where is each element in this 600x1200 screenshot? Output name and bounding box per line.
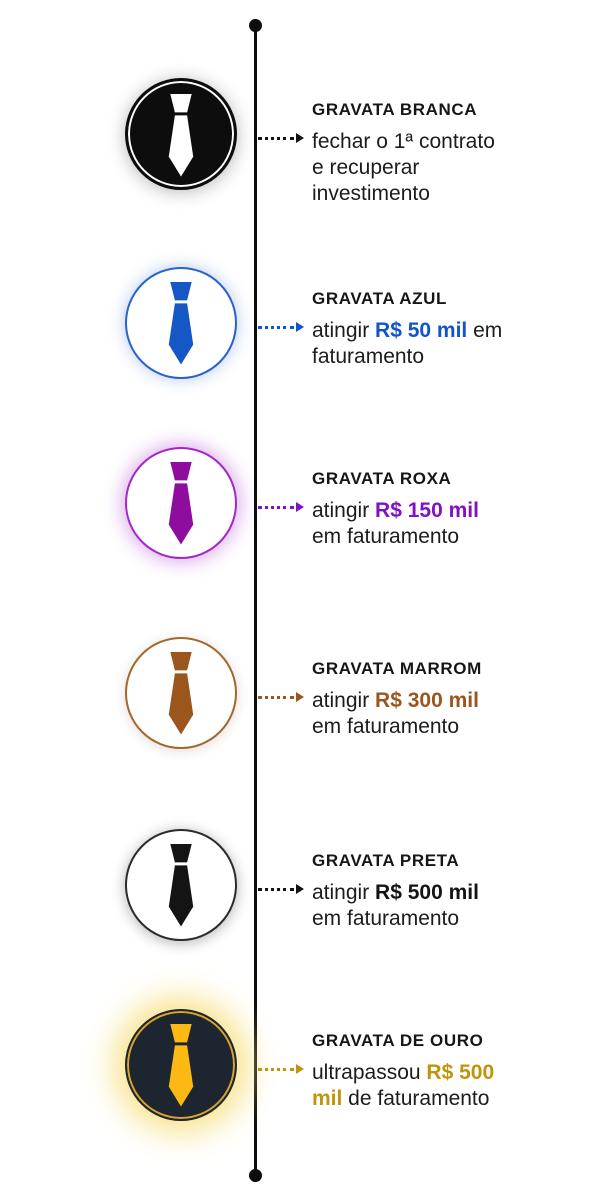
tie-badge <box>125 267 237 379</box>
timeline-item-gravata-roxa: GRAVATA ROXA atingir R$ 150 mil em fatur… <box>0 447 600 597</box>
tie-badge <box>125 447 237 559</box>
arrow-head-icon <box>296 322 304 332</box>
arrow-head-icon <box>296 1064 304 1074</box>
item-text-block: GRAVATA ROXA atingir R$ 150 mil em fatur… <box>312 469 568 550</box>
timeline-item-gravata-marrom: GRAVATA MARROM atingir R$ 300 mil em fat… <box>0 637 600 787</box>
timeline-end-dot <box>249 1169 262 1182</box>
item-description: ultrapassou R$ 500 mil de faturamento <box>312 1061 495 1110</box>
tie-icon <box>168 462 194 545</box>
item-text-block: GRAVATA PRETA atingir R$ 500 mil em fatu… <box>312 851 568 932</box>
arrow-head-icon <box>296 692 304 702</box>
item-description: atingir R$ 300 mil em faturamento <box>312 689 479 738</box>
item-description: atingir R$ 50 mil em faturamento <box>312 319 503 368</box>
item-text-block: GRAVATA DE OURO ultrapassou R$ 500 mil d… <box>312 1031 568 1112</box>
dotted-arrow <box>258 132 304 144</box>
item-title: GRAVATA DE OURO <box>312 1031 484 1050</box>
dotted-arrow <box>258 321 304 333</box>
item-description: fechar o 1ª contrato e recuperar investi… <box>312 130 495 205</box>
arrow-head-icon <box>296 133 304 143</box>
timeline-item-gravata-preta: GRAVATA PRETA atingir R$ 500 mil em fatu… <box>0 829 600 979</box>
item-text-block: GRAVATA AZUL atingir R$ 50 mil em fatura… <box>312 289 568 370</box>
dotted-arrow <box>258 883 304 895</box>
item-text-block: GRAVATA MARROM atingir R$ 300 mil em fat… <box>312 659 568 740</box>
arrow-dotted-line <box>258 325 294 329</box>
item-title: GRAVATA MARROM <box>312 659 482 678</box>
tie-icon <box>168 1024 194 1107</box>
arrow-dotted-line <box>258 505 294 509</box>
item-title: GRAVATA AZUL <box>312 289 447 308</box>
tie-badge <box>125 637 237 749</box>
arrow-dotted-line <box>258 695 294 699</box>
timeline-item-gravata-branca: GRAVATA BRANCA fechar o 1ª contrato e re… <box>0 78 600 228</box>
tie-badge <box>125 1009 237 1121</box>
arrow-dotted-line <box>258 887 294 891</box>
dotted-arrow <box>258 691 304 703</box>
arrow-head-icon <box>296 502 304 512</box>
item-title: GRAVATA ROXA <box>312 469 452 488</box>
item-text-block: GRAVATA BRANCA fechar o 1ª contrato e re… <box>312 100 568 207</box>
item-description: atingir R$ 500 mil em faturamento <box>312 881 479 930</box>
tie-icon <box>168 652 194 735</box>
arrow-head-icon <box>296 884 304 894</box>
dotted-arrow <box>258 501 304 513</box>
arrow-dotted-line <box>258 1067 294 1071</box>
tie-badge <box>125 829 237 941</box>
arrow-dotted-line <box>258 136 294 140</box>
timeline-item-gravata-azul: GRAVATA AZUL atingir R$ 50 mil em fatura… <box>0 267 600 417</box>
tie-icon <box>168 844 194 927</box>
tie-badge <box>125 78 237 190</box>
item-title: GRAVATA PRETA <box>312 851 460 870</box>
timeline-line <box>254 25 257 1176</box>
dotted-arrow <box>258 1063 304 1075</box>
item-description: atingir R$ 150 mil em faturamento <box>312 499 479 548</box>
tie-icon <box>168 282 194 365</box>
timeline-item-gravata-de-ouro: GRAVATA DE OURO ultrapassou R$ 500 mil d… <box>0 1009 600 1159</box>
item-title: GRAVATA BRANCA <box>312 100 478 119</box>
timeline-start-dot <box>249 19 262 32</box>
tie-icon <box>168 94 194 177</box>
